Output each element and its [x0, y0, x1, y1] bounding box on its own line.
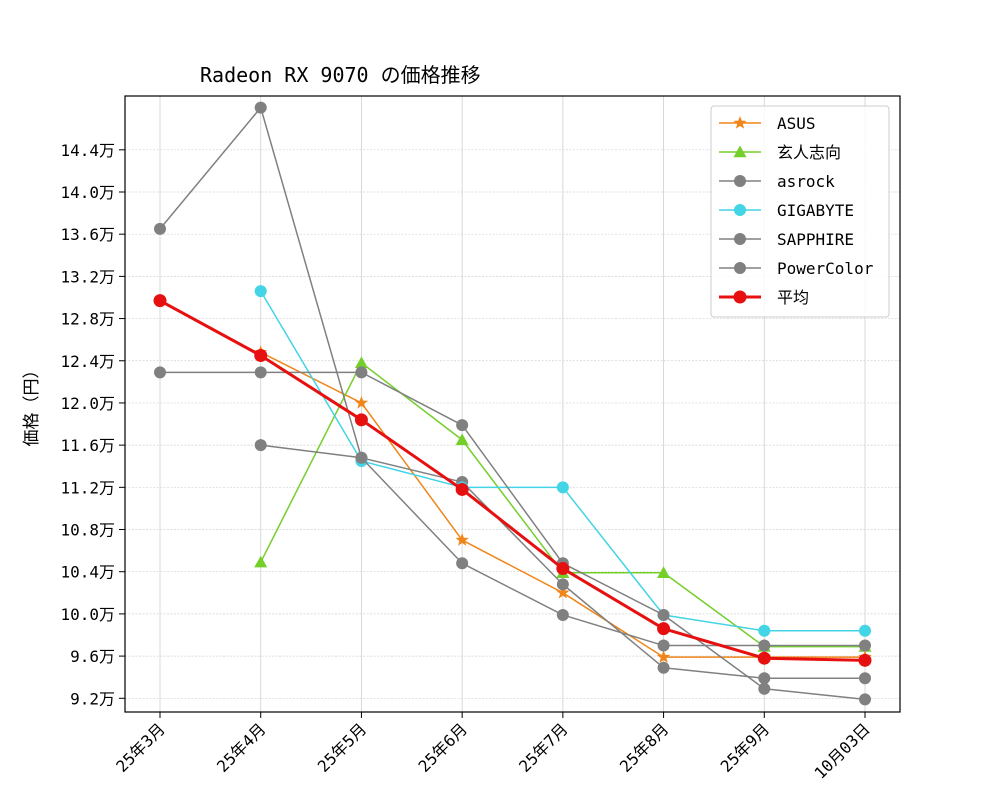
data-point [355, 451, 368, 464]
data-point [455, 433, 469, 446]
series-layer [153, 101, 872, 706]
data-point [657, 566, 671, 578]
data-point [455, 533, 469, 546]
data-point [657, 608, 670, 621]
data-point [455, 482, 469, 496]
data-point [556, 481, 569, 494]
y-tick-label: 13.2万 [60, 267, 115, 286]
legend-label: 平均 [777, 288, 809, 307]
data-point [859, 672, 871, 685]
x-tick-label: 25年6月 [414, 719, 471, 776]
data-point [758, 639, 771, 652]
y-axis: 9.2万 9.6万 10.0万 10.4万 10.8万 11.2万 11.6万 12.0万 12… [60, 141, 125, 708]
legend-swatch-marker [733, 290, 747, 304]
data-point [656, 650, 671, 663]
data-point [556, 585, 570, 599]
legend-item: 平均 [719, 288, 809, 307]
y-tick-label: 9.2万 [70, 689, 115, 708]
legend-box [710, 105, 890, 318]
data-point [758, 672, 771, 685]
x-tick-label: 10月03日 [811, 719, 874, 782]
data-point [354, 356, 368, 369]
data-point [858, 653, 872, 667]
x-tick-label: 25年8月 [616, 719, 673, 776]
x-tick-label: 25年4月 [213, 719, 270, 776]
series-4 [254, 439, 871, 652]
data-point [354, 395, 369, 409]
y-tick-label: 12.8万 [60, 310, 115, 329]
legend-item: asrock [719, 172, 835, 191]
legend-swatch-marker [733, 145, 747, 158]
legend-swatch-marker [734, 262, 746, 274]
legend-item: SAPPHIRE [719, 230, 854, 249]
plot-area-frame [124, 95, 901, 713]
data-point [154, 366, 166, 379]
data-point [254, 555, 268, 568]
data-point [153, 294, 167, 308]
data-point [657, 639, 670, 652]
data-point [254, 285, 267, 298]
legend-label: SAPPHIRE [777, 230, 854, 249]
legend-item: ASUS [719, 114, 816, 133]
y-tick-label: 14.4万 [60, 141, 115, 160]
data-point [254, 101, 267, 114]
data-point [254, 366, 267, 379]
legend-label: 玄人志向 [777, 143, 841, 162]
legend-label: PowerColor [777, 259, 874, 278]
chart-title: Radeon RX 9070 の価格推移 [200, 63, 481, 87]
legend-label: asrock [777, 172, 835, 191]
y-tick-label: 10.4万 [60, 563, 115, 582]
series-6 [153, 294, 872, 667]
data-point [657, 661, 670, 674]
data-point [657, 622, 671, 636]
y-tick-label: 14.0万 [60, 183, 115, 202]
series-line [160, 371, 866, 701]
series-line [159, 299, 866, 662]
legend-swatch-marker [734, 233, 746, 245]
legend-item: PowerColor [719, 259, 874, 278]
legend-swatch-marker [734, 204, 746, 216]
y-tick-label: 11.2万 [60, 478, 115, 497]
data-point [456, 557, 469, 570]
data-point [859, 693, 871, 706]
legend-label: GIGABYTE [777, 201, 854, 220]
data-point [556, 608, 569, 621]
y-tick-label: 13.6万 [60, 225, 115, 244]
data-point [556, 578, 569, 591]
data-point [154, 222, 166, 235]
data-point [758, 624, 771, 637]
legend: ASUS 玄人志向 asrock GIGABYTE SAPPHIRE PowerColor… [710, 105, 890, 318]
legend-label: ASUS [777, 114, 816, 133]
y-tick-label: 10.0万 [60, 605, 115, 624]
x-tick-label: 25年5月 [314, 719, 371, 776]
legend-swatch-marker [733, 116, 747, 129]
data-point [859, 639, 871, 652]
data-point [355, 366, 368, 379]
legend-swatch-marker [734, 175, 746, 187]
legend-item: 玄人志向 [719, 143, 841, 162]
data-point [254, 439, 267, 452]
legend-item: GIGABYTE [719, 201, 854, 220]
x-tick-label: 25年7月 [515, 719, 572, 776]
data-point [456, 419, 469, 432]
data-point [556, 562, 570, 576]
data-point [757, 651, 771, 665]
x-tick-label: 25年3月 [112, 719, 169, 776]
x-tick-label: 25年9月 [717, 719, 774, 776]
y-tick-label: 9.6万 [70, 647, 115, 666]
data-point [354, 413, 368, 427]
data-point [758, 682, 771, 695]
data-point [254, 348, 268, 362]
x-axis: 25年3月 25年4月 25年5月 25年6月 25年7月 25年8月 25年9月 10月03… [112, 712, 874, 783]
y-tick-label: 12.4万 [60, 352, 115, 371]
y-tick-label: 12.0万 [60, 394, 115, 413]
y-tick-label: 10.8万 [60, 521, 115, 540]
y-tick-label: 11.6万 [60, 436, 115, 455]
data-point [859, 624, 871, 637]
y-axis-label: 価格（円） [22, 362, 42, 447]
